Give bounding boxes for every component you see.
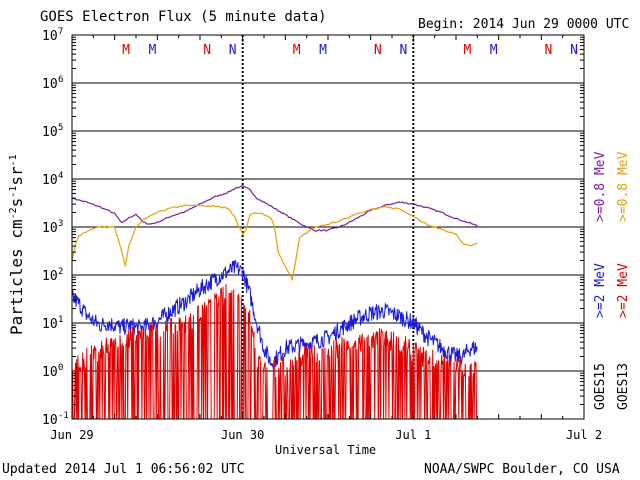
y-tick-exponent: 7 bbox=[58, 27, 63, 37]
y-tick-exponent: 0 bbox=[58, 363, 63, 373]
mn-marker: N bbox=[399, 43, 407, 58]
credit-label: NOAA/SWPC Boulder, CO USA bbox=[424, 462, 620, 477]
mn-marker: N bbox=[545, 43, 553, 58]
mn-marker: N bbox=[374, 43, 382, 58]
mn-marker: M bbox=[122, 43, 130, 58]
mn-marker: M bbox=[293, 43, 301, 58]
y-tick-label: 10 bbox=[42, 269, 58, 284]
mn-marker: M bbox=[319, 43, 327, 58]
y-tick-exponent: 3 bbox=[58, 219, 63, 229]
chart-title: GOES Electron Flux (5 minute data) bbox=[40, 9, 327, 25]
x-tick-label: Jul 1 bbox=[395, 428, 431, 442]
mn-marker: N bbox=[570, 43, 578, 58]
y-axis-label-part: -1 bbox=[8, 154, 19, 166]
mn-marker: M bbox=[463, 43, 471, 58]
series-line-3 bbox=[71, 284, 478, 420]
y-axis-label: Particles cm-2s-1sr-1 bbox=[7, 154, 26, 335]
y-tick-exponent: 2 bbox=[58, 267, 63, 277]
x-tick-label: Jul 2 bbox=[566, 428, 602, 442]
y-tick-exponent: -1 bbox=[58, 411, 69, 421]
legend-entry-2: >=2 MeV bbox=[593, 263, 608, 318]
y-tick-label: 10 bbox=[42, 173, 58, 188]
legend-entry-4: GOES15 bbox=[593, 363, 608, 410]
series-line-1 bbox=[71, 204, 478, 281]
y-axis-label-part: s bbox=[7, 198, 26, 208]
y-tick-exponent: 1 bbox=[58, 315, 63, 325]
y-tick-label: 10 bbox=[42, 413, 58, 428]
y-axis-label-part: -2 bbox=[8, 207, 19, 219]
y-axis-label-part: sr bbox=[7, 166, 26, 186]
mn-marker: N bbox=[229, 43, 237, 58]
series-layer bbox=[71, 185, 478, 420]
y-tick-label: 10 bbox=[42, 317, 58, 332]
plot-border bbox=[71, 34, 585, 420]
legend-entry-1: >=0.8 MeV bbox=[616, 151, 631, 222]
mn-marker: M bbox=[490, 43, 498, 58]
y-axis-label-part: -1 bbox=[8, 186, 19, 198]
legend-entry-5: GOES13 bbox=[616, 363, 631, 410]
y-tick-label: 10 bbox=[42, 29, 58, 44]
y-tick-label: 10 bbox=[42, 221, 58, 236]
x-tick-label: Jun 30 bbox=[221, 428, 264, 442]
plot-frame bbox=[71, 34, 585, 420]
y-tick-exponent: 6 bbox=[58, 75, 63, 85]
legend-entry-3: >=2 MeV bbox=[616, 263, 631, 318]
y-tick-label: 10 bbox=[42, 77, 58, 92]
y-tick-exponent: 5 bbox=[58, 123, 63, 133]
y-axis-label-part: Particles cm bbox=[7, 219, 26, 335]
series-line-2 bbox=[71, 260, 478, 370]
y-tick-label: 10 bbox=[42, 125, 58, 140]
updated-timestamp: Updated 2014 Jul 1 06:56:02 UTC bbox=[2, 462, 245, 477]
legend-entry-0: >=0.8 MeV bbox=[593, 151, 608, 222]
series-line-0 bbox=[71, 185, 478, 232]
mn-marker: N bbox=[203, 43, 211, 58]
mn-marker: M bbox=[148, 43, 156, 58]
x-axis-label: Universal Time bbox=[275, 443, 377, 457]
y-tick-label: 10 bbox=[42, 365, 58, 380]
begin-label: Begin: 2014 Jun 29 0000 UTC bbox=[418, 17, 630, 32]
y-tick-exponent: 4 bbox=[58, 171, 63, 181]
x-tick-label: Jun 29 bbox=[50, 428, 93, 442]
